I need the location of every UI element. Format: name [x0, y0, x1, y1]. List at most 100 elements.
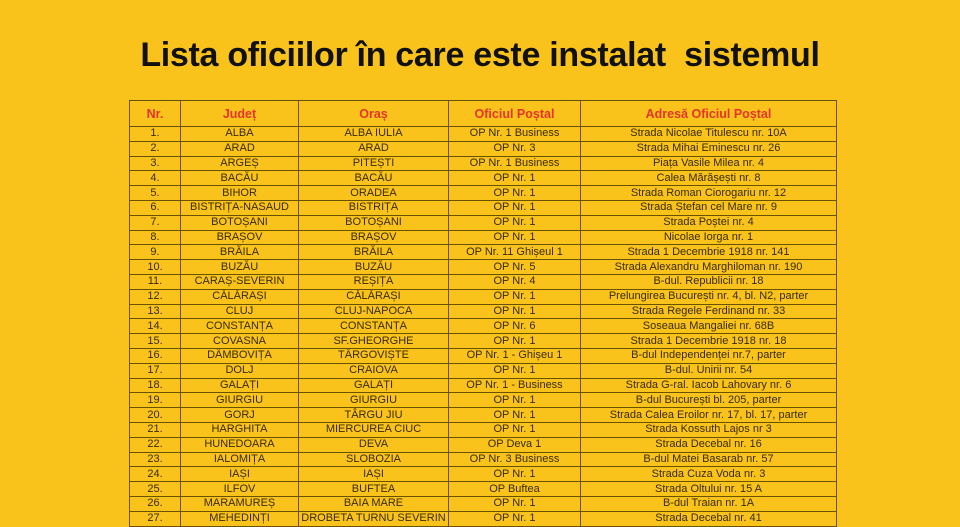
cell: B-dul. Unirii nr. 54: [580, 362, 837, 379]
table-row: 27. MEHEDINȚI DROBETA TURNU SEVERIN OP Nr. …: [129, 510, 837, 527]
cell: IALOMIȚA: [180, 451, 299, 468]
title: Lista oficiilor în care este instalat si…: [140, 36, 820, 74]
cell: 22.: [129, 436, 181, 453]
cell: 1.: [129, 126, 181, 142]
cell: BUZĂU: [180, 259, 299, 275]
cell: BRAȘOV: [180, 229, 299, 246]
cell: OP Nr. 6: [448, 318, 581, 335]
cell: Piața Vasile Milea nr. 4: [580, 155, 837, 172]
cell: B-dul Matei Basarab nr. 57: [580, 451, 837, 468]
cell: BOTOȘANI: [298, 214, 449, 231]
cell: OP Nr. 5: [448, 259, 581, 275]
cell: 4.: [129, 170, 181, 187]
cell: Strada Calea Eroilor nr. 17, bl. 17, par…: [580, 407, 837, 423]
cell: ARAD: [180, 140, 299, 157]
table-row: 8. BRAȘOV BRAȘOV OP Nr. 1 Nicolae Iorga nr. …: [129, 229, 837, 246]
cell: GIURGIU: [180, 392, 299, 409]
cell: OP Nr. 1: [448, 214, 581, 231]
cell: REȘIȚA: [298, 273, 449, 290]
table-row: 26. MARAMUREȘ BAIA MARE OP Nr. 1 B-dul Traia…: [129, 495, 837, 512]
cell: ALBA IULIA: [298, 126, 449, 142]
table-row: 19. GIURGIU GIURGIU OP Nr. 1 B-dul București…: [129, 392, 837, 409]
cell: OP Nr. 11 Ghișeul 1: [448, 244, 581, 261]
cell: 19.: [129, 392, 181, 409]
table-row: 18. GALAȚI GALAȚI OP Nr. 1 - Business Strada…: [129, 377, 837, 394]
cell: BIHOR: [180, 185, 299, 201]
cell: ORADEA: [298, 185, 449, 201]
cell: 3.: [129, 155, 181, 172]
cell: CĂLĂRAȘI: [180, 288, 299, 305]
cell: CLUJ: [180, 303, 299, 320]
cell: 26.: [129, 495, 181, 512]
cell: 15.: [129, 333, 181, 349]
cell: BISTRIȚA: [298, 199, 449, 216]
offices-table: Nr. Județ Oraș Oficiul Poștal Adresă Oficiul…: [129, 100, 837, 527]
cell: BACĂU: [298, 170, 449, 187]
table-row: 13. CLUJ CLUJ-NAPOCA OP Nr. 1 Strada Regele …: [129, 303, 837, 320]
cell: BRĂILA: [298, 244, 449, 261]
cell: Strada Ștefan cel Mare nr. 9: [580, 199, 837, 216]
table-row: 2. ARAD ARAD OP Nr. 3 Strada Mihai Eminescu …: [129, 140, 837, 157]
cell: DEVA: [298, 436, 449, 453]
cell: MIERCUREA CIUC: [298, 421, 449, 438]
cell: ARAD: [298, 140, 449, 157]
cell: 14.: [129, 318, 181, 335]
cell: Strada 1 Decembrie 1918 nr. 18: [580, 333, 837, 349]
table-row: 6. BISTRIȚA-NASAUD BISTRIȚA OP Nr. 1 Strada …: [129, 199, 837, 216]
cell: OP Nr. 1 - Ghișeu 1: [448, 347, 581, 364]
cell: B-dul Traian nr. 1A: [580, 495, 837, 512]
cell: OP Nr. 1: [448, 288, 581, 305]
cell: MARAMUREȘ: [180, 495, 299, 512]
cell: TÂRGOVIȘTE: [298, 347, 449, 364]
header-row: Nr. Județ Oraș Oficiul Poștal Adresă Oficiul…: [129, 100, 837, 127]
cell: 27.: [129, 510, 181, 527]
table-body: 1. ALBA ALBA IULIA OP Nr. 1 Business Strada …: [129, 126, 837, 527]
cell: TÂRGU JIU: [298, 407, 449, 423]
cell: ALBA: [180, 126, 299, 142]
table-row: 16. DÂMBOVIȚA TÂRGOVIȘTE OP Nr. 1 - Ghișeu …: [129, 347, 837, 364]
cell: 8.: [129, 229, 181, 246]
cell: CLUJ-NAPOCA: [298, 303, 449, 320]
cell: OP Nr. 1: [448, 170, 581, 187]
table-row: 14. CONSTANȚA CONSTANȚA OP Nr. 6 Soseaua Man…: [129, 318, 837, 335]
column-header: Nr.: [129, 100, 181, 127]
cell: Strada Alexandru Marghiloman nr. 190: [580, 259, 837, 275]
cell: OP Nr. 1: [448, 362, 581, 379]
cell: Strada 1 Decembrie 1918 nr. 141: [580, 244, 837, 261]
cell: 16.: [129, 347, 181, 364]
table-row: 1. ALBA ALBA IULIA OP Nr. 1 Business Strada …: [129, 126, 837, 142]
cell: OP Nr. 1: [448, 495, 581, 512]
cell: 17.: [129, 362, 181, 379]
cell: Strada Poștei nr. 4: [580, 214, 837, 231]
cell: 2.: [129, 140, 181, 157]
table-row: 4. BACĂU BACĂU OP Nr. 1 Calea Mărășești nr. …: [129, 170, 837, 187]
table-row: 7. BOTOȘANI BOTOȘANI OP Nr. 1 Strada Poștei …: [129, 214, 837, 231]
cell: BUFTEA: [298, 481, 449, 497]
cell: OP Nr. 1: [448, 185, 581, 201]
cell: Strada Kossuth Lajos nr 3: [580, 421, 837, 438]
cell: 20.: [129, 407, 181, 423]
cell: Soseaua Mangaliei nr. 68B: [580, 318, 837, 335]
cell: 5.: [129, 185, 181, 201]
cell: GIURGIU: [298, 392, 449, 409]
cell: OP Nr. 1: [448, 392, 581, 409]
cell: BRĂILA: [180, 244, 299, 261]
cell: OP Nr. 1 Business: [448, 126, 581, 142]
table-row: 21. HARGHITA MIERCUREA CIUC OP Nr. 1 Strada …: [129, 421, 837, 438]
cell: OP Nr. 3 Business: [448, 451, 581, 468]
cell: Strada Regele Ferdinand nr. 33: [580, 303, 837, 320]
cell: Strada Mihai Eminescu nr. 26: [580, 140, 837, 157]
cell: DOLJ: [180, 362, 299, 379]
cell: ILFOV: [180, 481, 299, 497]
table-row: 25. ILFOV BUFTEA OP Buftea Strada Oltului nr…: [129, 481, 837, 497]
cell: OP Nr. 1: [448, 510, 581, 527]
cell: Prelungirea București nr. 4, bl. N2, par…: [580, 288, 837, 305]
column-header: Județ: [180, 100, 299, 127]
table-row: 3. ARGEȘ PITEȘTI OP Nr. 1 Business Piața Vas…: [129, 155, 837, 172]
cell: MEHEDINȚI: [180, 510, 299, 527]
cell: Strada Oltului nr. 15 A: [580, 481, 837, 497]
cell: B-dul Independenței nr.7, parter: [580, 347, 837, 364]
cell: 10.: [129, 259, 181, 275]
cell: COVASNA: [180, 333, 299, 349]
cell: Strada Cuza Voda nr. 3: [580, 466, 837, 483]
